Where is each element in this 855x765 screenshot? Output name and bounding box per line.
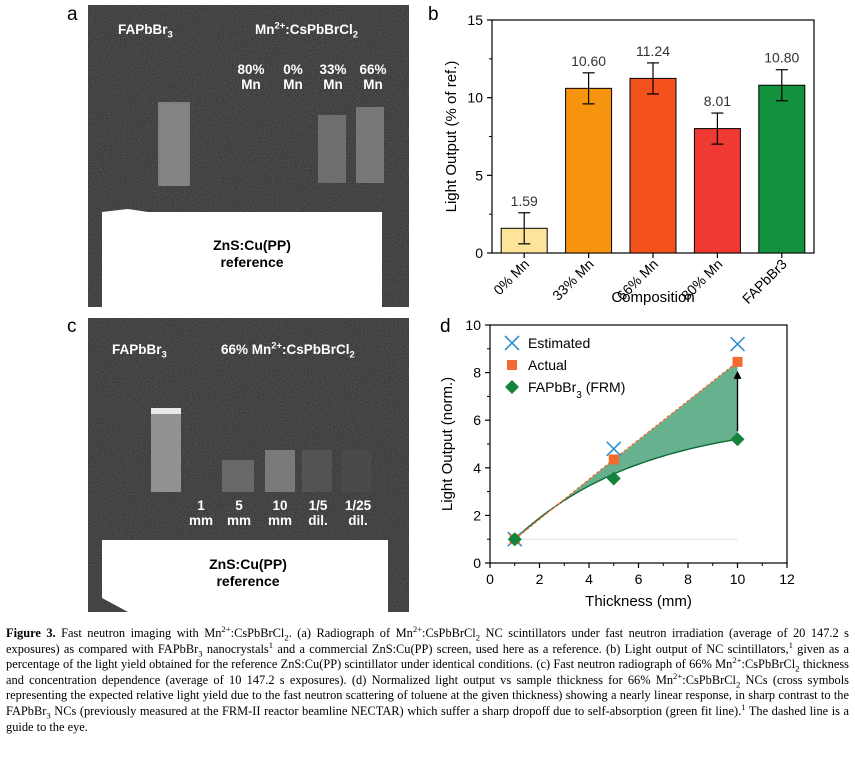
vial-5mm: [222, 460, 254, 492]
sample-label-1-5-dil: 1/5 dil.: [308, 498, 328, 528]
bar-1: [565, 87, 613, 254]
data-label-0: 1.59: [511, 193, 538, 209]
bar-3: [693, 128, 741, 254]
reference-screen-a: [102, 212, 382, 307]
vial-33-mn: [318, 115, 346, 183]
label-fapbbr3-a: FAPbBr3: [118, 22, 173, 41]
panel-letter-a: a: [67, 4, 78, 25]
reference-label-a: ZnS:Cu(PP) reference: [213, 237, 291, 270]
ylabel-b: Light Output (% of ref.): [443, 61, 460, 213]
figure-caption: Figure 3. Fast neutron imaging with Mn2+…: [6, 623, 849, 734]
green-fit-line: [514, 438, 738, 540]
label-mn-cspbbrcl2-a: Mn2+:CsPbBrCl2: [255, 20, 359, 41]
legend-label-estimated: Estimated: [528, 335, 590, 351]
fapbbr3-point-1: [606, 471, 621, 486]
estimated-cross-b: [606, 441, 622, 457]
estimated-point-2: [729, 336, 746, 352]
xtick-label-d-4: 8: [684, 571, 692, 587]
panel-letter-d: d: [440, 316, 451, 337]
vial-fapbbr3-c: [151, 410, 181, 492]
data-label-2: 11.24: [636, 43, 670, 59]
fapbbr3-point-2: [730, 432, 745, 447]
fapbbr3-point-0: [507, 532, 522, 547]
caption-figure-label: Figure 3.: [6, 626, 56, 640]
xlabel-b: Composition: [611, 289, 694, 306]
ytick-label-b-2: 10: [467, 90, 483, 106]
ytick-label-b-3: 15: [467, 12, 483, 28]
legend-marker-fapbbr3: [505, 380, 519, 394]
sample-label-80-mn: 80% Mn: [237, 62, 265, 92]
xtick-label-d-5: 10: [730, 571, 746, 587]
vial-1-25-dil: [341, 450, 371, 492]
data-label-1: 10.60: [571, 53, 606, 69]
ytick-label-d-3: 6: [473, 412, 481, 428]
reference-label-c: ZnS:Cu(PP) reference: [209, 556, 287, 589]
sample-label-0-mn: 0% Mn: [283, 62, 303, 92]
actual-point-2: [732, 356, 743, 367]
xtick-label-d-6: 12: [779, 571, 795, 587]
legend-cross-b: [504, 335, 520, 351]
radiograph-a-graphic: [88, 5, 409, 307]
radiograph-c-graphic: [88, 318, 409, 612]
legend-label-actual: Actual: [528, 357, 567, 373]
data-label-3: 8.01: [704, 93, 731, 109]
label-66-mn-cspbbrcl2-c: 66% Mn2+:CsPbBrCl2: [221, 340, 355, 361]
legend-label-fapbbr3: FAPbBr3 (FRM): [528, 379, 625, 401]
sample-label-10mm: 10 mm: [267, 498, 292, 528]
label-fapbbr3-c: FAPbBr3: [112, 342, 167, 361]
sample-label-5mm: 5 mm: [226, 498, 251, 528]
xtick-label-d-1: 2: [536, 571, 544, 587]
vial-1-5-dil: [302, 450, 332, 492]
reference-screen-c: [102, 540, 388, 612]
sample-label-1-25-dil: 1/25 dil.: [344, 498, 372, 528]
xtick-label-d-2: 4: [585, 571, 593, 587]
category-label-1: 33% Mn: [549, 256, 597, 304]
ytick-label-b-0: 0: [475, 245, 483, 261]
radiograph-a: FAPbBr3 Mn2+:CsPbBrCl2 80% Mn 0% Mn 33% Mn …: [88, 5, 409, 307]
sample-label-33-mn: 33% Mn: [319, 62, 347, 92]
xtick-label-d-3: 6: [635, 571, 643, 587]
ylabel-d: Light Output (norm.): [439, 377, 456, 511]
estimated-point-1: [606, 441, 622, 457]
ytick-label-b-1: 5: [475, 167, 483, 183]
category-label-4: FAPbBr3: [739, 256, 790, 307]
panel-letter-c: c: [67, 316, 77, 337]
category-label-0: 0% Mn: [490, 256, 532, 298]
legend-marker-estimated: [504, 335, 520, 351]
sample-label-66-mn: 66% Mn: [359, 62, 387, 92]
arrow-head: [733, 370, 742, 379]
ytick-label-d-4: 8: [473, 365, 481, 381]
ytick-label-d-0: 0: [473, 555, 481, 571]
radiograph-c: FAPbBr3 66% Mn2+:CsPbBrCl2 1 mm 5 mm 10 mm …: [88, 318, 409, 612]
ytick-label-d-5: 10: [465, 317, 481, 333]
ytick-label-d-1: 2: [473, 507, 481, 523]
ytick-label-d-2: 4: [473, 460, 481, 476]
vial-66-mn: [356, 107, 384, 183]
caption-title-prefix: Fast neutron imaging with Mn: [55, 626, 222, 640]
data-label-4: 10.80: [764, 50, 799, 66]
legend-marker-actual: [507, 360, 517, 370]
panel-letter-b: b: [428, 4, 439, 25]
xtick-label-d-0: 0: [486, 571, 494, 587]
chart-d-thickness-scatter: 0 2 4 6 8 10 12 0 2 4 6 8 10 Estimated Actual FAPbBr3 (…: [439, 317, 795, 610]
actual-point-1: [608, 454, 619, 465]
estimated-cross-b: [729, 336, 746, 352]
vial-10mm: [265, 450, 295, 492]
bar-4: [758, 84, 806, 254]
sample-label-1mm: 1 mm: [188, 498, 213, 528]
xlabel-d: Thickness (mm): [585, 593, 692, 610]
bar-2: [629, 77, 677, 254]
